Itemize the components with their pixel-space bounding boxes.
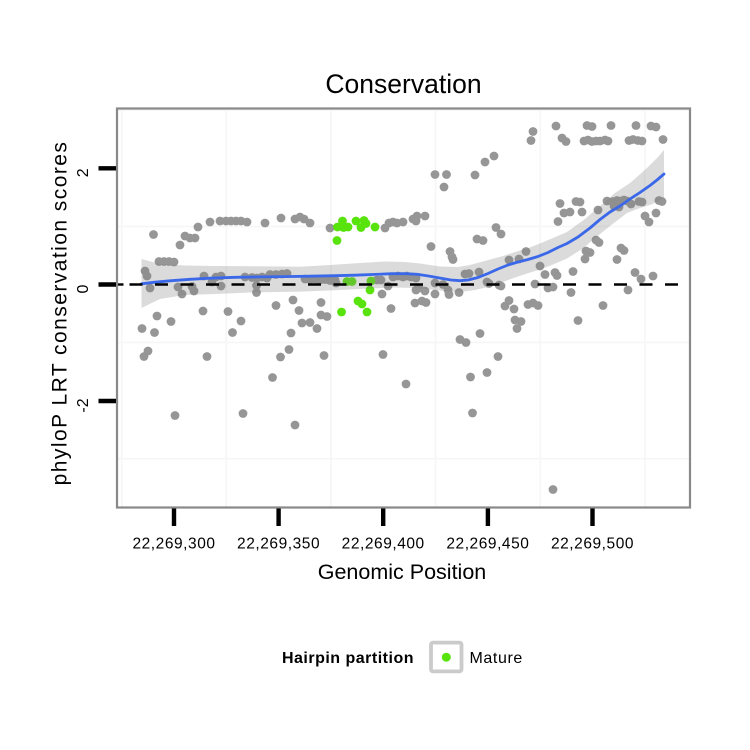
svg-text:Mature: Mature	[470, 650, 523, 667]
svg-text:22,269,300: 22,269,300	[132, 536, 215, 553]
svg-text:Genomic Position: Genomic Position	[318, 560, 487, 584]
svg-text:22,269,450: 22,269,450	[446, 536, 529, 553]
svg-text:22,269,350: 22,269,350	[237, 536, 320, 553]
svg-text:-2: -2	[75, 398, 92, 412]
svg-text:0: 0	[75, 284, 92, 293]
svg-text:2: 2	[75, 168, 92, 177]
svg-text:22,269,500: 22,269,500	[551, 536, 634, 553]
svg-text:phyloP LRT conservation scores: phyloP LRT conservation scores	[49, 141, 72, 486]
svg-text:Hairpin partition: Hairpin partition	[282, 650, 414, 667]
svg-text:22,269,400: 22,269,400	[342, 536, 425, 553]
svg-text:Conservation: Conservation	[325, 69, 481, 99]
